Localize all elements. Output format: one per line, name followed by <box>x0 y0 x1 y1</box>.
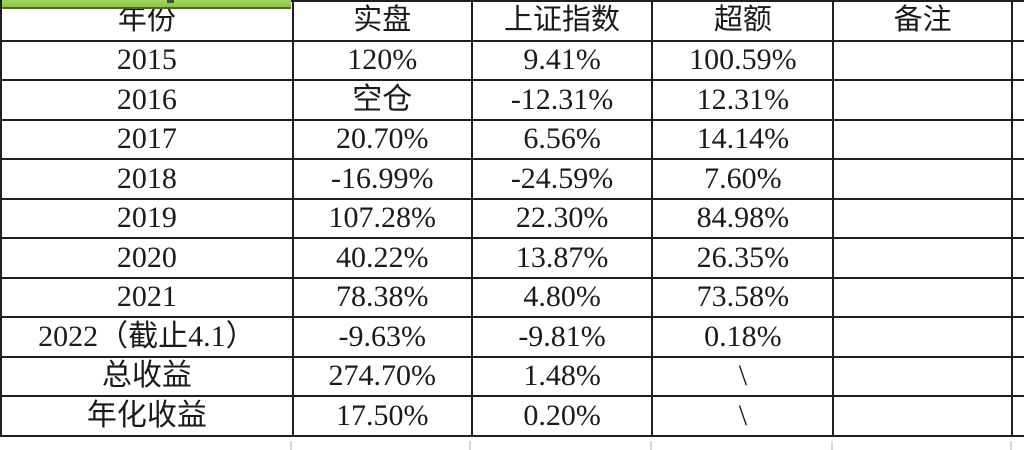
cell-excess: 12.31% <box>651 79 835 121</box>
cell-year: 2020 <box>0 237 294 279</box>
table-row: 2019 107.28% 22.30% 84.98% <box>0 197 1024 239</box>
cell-note <box>832 158 1013 200</box>
cell-note <box>832 276 1013 318</box>
cell-edge <box>1011 316 1024 358</box>
cell-excess: \ <box>651 395 835 437</box>
cell-index: -24.59% <box>470 158 654 200</box>
cell-note <box>832 237 1013 279</box>
cell-excess: 100.59% <box>651 39 835 81</box>
cell-edge <box>1011 39 1024 81</box>
cell-edge <box>1011 197 1024 239</box>
cell-index: 4.80% <box>470 276 654 318</box>
cell-note <box>832 39 1013 81</box>
cell-note <box>832 395 1013 437</box>
table-row: 2017 20.70% 6.56% 14.14% <box>0 118 1024 160</box>
green-highlight-bar <box>2 0 291 9</box>
cell-year: 2016 <box>0 79 294 121</box>
cell-edge <box>1011 118 1024 160</box>
cell-portfolio: 274.70% <box>291 355 473 397</box>
cell-portfolio: 40.22% <box>291 237 473 279</box>
cell-note <box>832 79 1013 121</box>
cell-excess: 26.35% <box>651 237 835 279</box>
cell-portfolio: 107.28% <box>291 197 473 239</box>
cell-edge <box>1011 395 1024 437</box>
table-row: 2021 78.38% 4.80% 73.58% <box>0 276 1024 318</box>
cell-note <box>832 316 1013 358</box>
gridline-stub <box>290 441 292 450</box>
table-row: 2015 120% 9.41% 100.59% <box>0 39 1024 81</box>
cell-edge <box>1011 355 1024 397</box>
cell-excess: 7.60% <box>651 158 835 200</box>
returns-table: 年份 实盘 上证指数 超额 备注 2015 120% 9.41% 100.59%… <box>0 0 1024 437</box>
cell-portfolio: 78.38% <box>291 276 473 318</box>
gridline-stub <box>650 441 652 450</box>
cell-index: 1.48% <box>470 355 654 397</box>
cell-year: 2022（截止4.1） <box>0 316 294 358</box>
cell-portfolio: -16.99% <box>291 158 473 200</box>
cell-portfolio: 20.70% <box>291 118 473 160</box>
column-header-note: 备注 <box>832 0 1013 42</box>
cell-index: 13.87% <box>470 237 654 279</box>
cell-index: -12.31% <box>470 79 654 121</box>
column-header-excess: 超额 <box>651 0 835 42</box>
cell-portfolio: -9.63% <box>291 316 473 358</box>
cell-edge <box>1011 158 1024 200</box>
cell-edge <box>1011 237 1024 279</box>
gridline-stub <box>1010 441 1012 450</box>
cell-portfolio: 空仓 <box>291 79 473 121</box>
green-bar-notch <box>167 0 174 3</box>
cell-year: 2018 <box>0 158 294 200</box>
cell-index: 6.56% <box>470 118 654 160</box>
cell-index: 22.30% <box>470 197 654 239</box>
cell-index: 9.41% <box>470 39 654 81</box>
table-row: 2018 -16.99% -24.59% 7.60% <box>0 158 1024 200</box>
table-row: 年化收益 17.50% 0.20% \ <box>0 395 1024 437</box>
cell-year: 2021 <box>0 276 294 318</box>
cell-excess: \ <box>651 355 835 397</box>
cell-portfolio: 17.50% <box>291 395 473 437</box>
cell-excess: 14.14% <box>651 118 835 160</box>
table-row: 总收益 274.70% 1.48% \ <box>0 355 1024 397</box>
gridline-stub <box>831 441 833 450</box>
cell-year: 年化收益 <box>0 395 294 437</box>
table-row: 2020 40.22% 13.87% 26.35% <box>0 237 1024 279</box>
column-header-edge <box>1011 0 1024 42</box>
column-header-index: 上证指数 <box>470 0 654 42</box>
cell-year: 总收益 <box>0 355 294 397</box>
table-row: 2016 空仓 -12.31% 12.31% <box>0 79 1024 121</box>
cell-year: 2015 <box>0 39 294 81</box>
cell-note <box>832 197 1013 239</box>
cell-year: 2017 <box>0 118 294 160</box>
cell-edge <box>1011 79 1024 121</box>
cell-note <box>832 355 1013 397</box>
cell-excess: 0.18% <box>651 316 835 358</box>
table-row: 2022（截止4.1） -9.63% -9.81% 0.18% <box>0 316 1024 358</box>
cell-edge <box>1011 276 1024 318</box>
cell-excess: 73.58% <box>651 276 835 318</box>
cell-excess: 84.98% <box>651 197 835 239</box>
header-row: 年份 实盘 上证指数 超额 备注 <box>0 0 1024 42</box>
cell-note <box>832 118 1013 160</box>
gridline-stub <box>469 441 471 450</box>
column-header-portfolio: 实盘 <box>291 0 473 42</box>
cell-index: 0.20% <box>470 395 654 437</box>
cell-year: 2019 <box>0 197 294 239</box>
cell-portfolio: 120% <box>291 39 473 81</box>
cell-index: -9.81% <box>470 316 654 358</box>
